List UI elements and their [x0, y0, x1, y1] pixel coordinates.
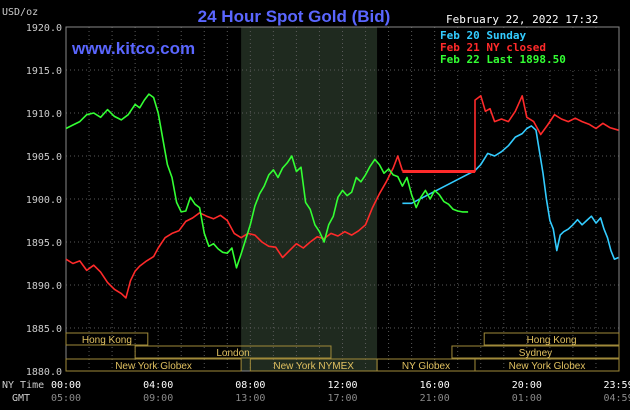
x-tick-label-gmt: 01:00 [512, 393, 542, 404]
market-session-bar [65, 332, 149, 346]
market-session-bar [451, 345, 620, 359]
x-tick-label-ny: 04:00 [143, 380, 173, 391]
timestamp: February 22, 2022 17:32 [446, 13, 598, 26]
y-tick-label: 1910.0 [26, 109, 62, 120]
market-session-bar [474, 358, 620, 372]
legend-entry-feb20: Feb 20 Sunday [440, 29, 526, 42]
x-tick-label-ny: 12:00 [327, 380, 357, 391]
x-tick-label-gmt: 21:00 [420, 393, 450, 404]
legend-entry-feb22: Feb 22 Last 1898.50 [440, 53, 566, 66]
x-tick-label-gmt: 09:00 [143, 393, 173, 404]
x-tick-label-ny: 23:59 [603, 380, 630, 391]
series-line-1 [65, 95, 619, 299]
series-line-2 [65, 93, 469, 269]
y-tick-label: 1885.0 [26, 324, 62, 335]
x-tick-label-gmt: 17:00 [327, 393, 357, 404]
market-session-label: NY Globex [402, 361, 450, 372]
y-tick-label: 1890.0 [26, 281, 62, 292]
x-tick-label-ny: 16:00 [420, 380, 450, 391]
market-session-label: Hong Kong [82, 335, 132, 346]
x-tick-label-ny: 00:00 [51, 380, 81, 391]
market-session-bar [65, 358, 242, 372]
x-tick-label-gmt: 05:00 [51, 393, 81, 404]
market-session-bar [134, 345, 332, 359]
chart-title: 24 Hour Spot Gold (Bid) [198, 7, 391, 26]
y-tick-label: 1900.0 [26, 195, 62, 206]
y-tick-label: 1915.0 [26, 66, 62, 77]
gmt-label: GMT [12, 393, 30, 404]
unit-label: USD/oz [2, 7, 38, 18]
y-tick-label: 1880.0 [26, 367, 62, 378]
market-session-label: London [216, 348, 249, 359]
plot-area: 1880.0 1885.0 1890.0 1895.0 1900.0 1905.0 1910… [26, 23, 630, 404]
x-tick-label-gmt: 13:00 [235, 393, 265, 404]
market-session-label: New York NYMEX [273, 361, 354, 372]
market-session-bar [483, 332, 620, 346]
y-tick-label: 1905.0 [26, 152, 62, 163]
market-session-label: New York Globex [509, 361, 586, 372]
y-tick-label: 1920.0 [26, 23, 62, 34]
market-session-label: New York Globex [115, 361, 192, 372]
x-tick-label-ny: 08:00 [235, 380, 265, 391]
y-tick-label: 1895.0 [26, 238, 62, 249]
series-line-0 [402, 125, 619, 260]
ny-time-label: NY Time [2, 380, 44, 391]
x-tick-label-gmt: 04:59 [603, 393, 630, 404]
market-session-label: Hong Kong [527, 335, 577, 346]
x-tick-label-ny: 20:00 [512, 380, 542, 391]
market-session-label: Sydney [519, 348, 552, 359]
legend-box [436, 28, 598, 70]
legend-entry-feb21: Feb 21 NY closed [440, 41, 546, 54]
site-url: www.kitco.com [71, 39, 195, 58]
legend: Feb 20 Sunday Feb 21 NY closed Feb 22 La… [436, 28, 598, 70]
session-highlight [241, 27, 378, 371]
